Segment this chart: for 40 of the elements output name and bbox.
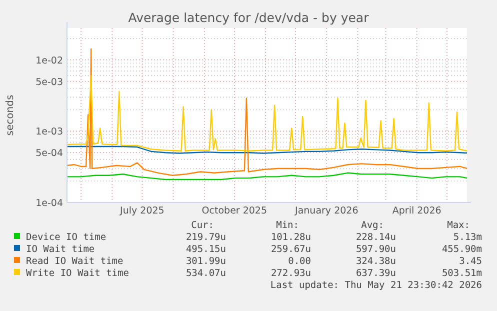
text: 324.38u bbox=[356, 256, 396, 267]
x-tick-label: January 2026 bbox=[294, 206, 358, 216]
text: 503.51m bbox=[442, 268, 482, 279]
y-tick-label: 1e-02 bbox=[36, 55, 63, 66]
text: 597.90u bbox=[356, 244, 396, 255]
text: 495.15u bbox=[186, 244, 226, 255]
text: 0.00 bbox=[288, 256, 312, 267]
y-tick-label: 1e-03 bbox=[36, 126, 63, 138]
text: 101.28u bbox=[270, 232, 311, 243]
x-tick-label: July 2025 bbox=[119, 206, 164, 216]
text: 272.93u bbox=[270, 268, 311, 279]
text: 5.13m bbox=[453, 232, 482, 243]
y-axis-title: seconds bbox=[5, 94, 16, 136]
legend-label: Read IO Wait time bbox=[26, 256, 124, 267]
text: 455.90m bbox=[442, 244, 482, 255]
text: Min: bbox=[276, 220, 299, 231]
line-series bbox=[66, 48, 468, 176]
y-tick-label: 1e-04 bbox=[36, 198, 63, 209]
line-series bbox=[66, 146, 468, 154]
y-tick-label: 5e-03 bbox=[36, 76, 63, 88]
text: 534.07u bbox=[186, 268, 226, 279]
y-tick-label: 5e-04 bbox=[36, 148, 63, 160]
chart-title: Average latency for /dev/vda - by year bbox=[128, 10, 370, 25]
text: Last update: Thu May 21 23:30:42 2026 bbox=[270, 280, 482, 291]
text: Avg: bbox=[361, 220, 384, 231]
text: Max: bbox=[447, 220, 470, 231]
text: 3.45 bbox=[459, 256, 482, 267]
x-tick-label: April 2026 bbox=[392, 206, 442, 216]
legend-label: Write IO Wait time bbox=[26, 268, 130, 279]
line-series bbox=[66, 75, 468, 152]
text: 219.79u bbox=[186, 232, 226, 243]
legend-label: Device IO time bbox=[26, 232, 106, 243]
text: 301.99u bbox=[186, 256, 226, 267]
legend-label: IO Wait time bbox=[26, 244, 95, 255]
text: 637.39u bbox=[356, 268, 396, 279]
line-series bbox=[66, 172, 468, 180]
text: 259.67u bbox=[270, 244, 311, 255]
x-tick-label: October 2025 bbox=[202, 206, 268, 216]
text: Cur: bbox=[191, 220, 214, 231]
text: 228.14u bbox=[356, 232, 396, 243]
